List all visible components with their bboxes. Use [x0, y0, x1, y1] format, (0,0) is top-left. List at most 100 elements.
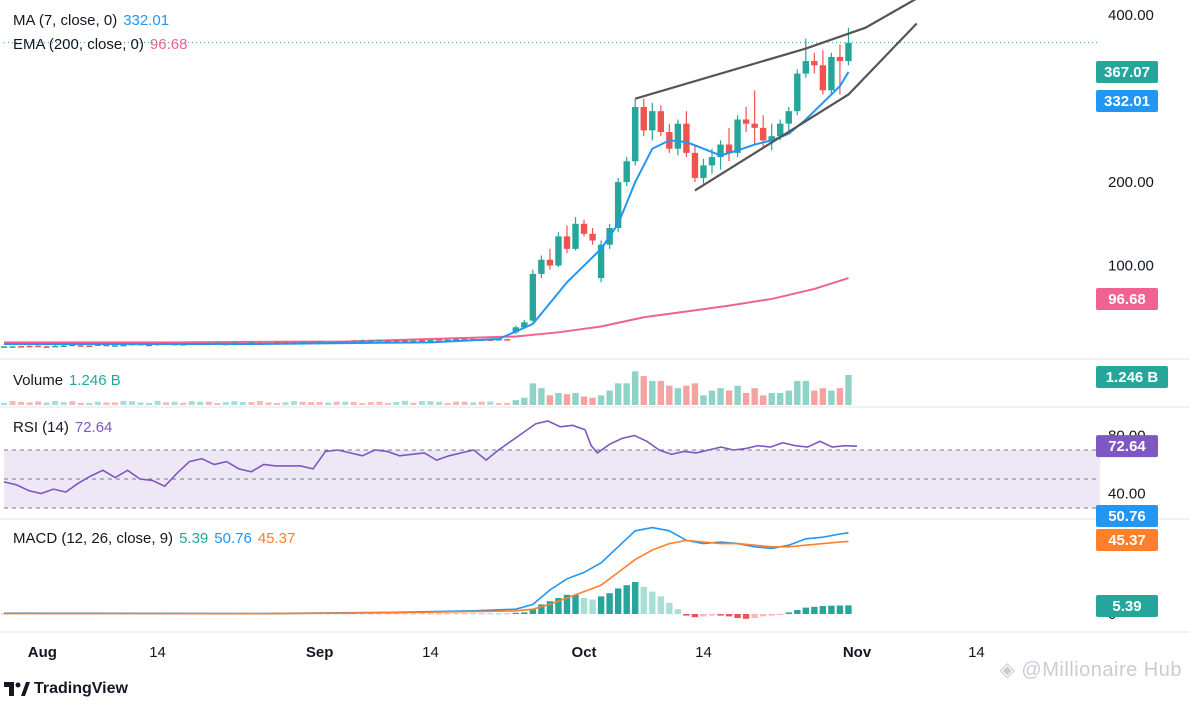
volume-bar [214, 402, 221, 405]
macd-histogram-bar [393, 613, 400, 615]
macd-histogram-bar [828, 605, 835, 614]
volume-bar [111, 402, 118, 405]
volume-bar [60, 402, 67, 405]
macd-histogram-bar [350, 613, 357, 615]
candle [393, 340, 400, 342]
candle [708, 157, 716, 166]
macd-histogram-bar [521, 612, 528, 614]
macd-histogram-bar [683, 614, 690, 616]
macd-badge [1096, 529, 1158, 551]
volume-bar [529, 383, 537, 405]
watermark-text: @Millionaire Hub [1021, 659, 1182, 681]
candle [683, 123, 690, 153]
candle [623, 161, 630, 183]
volume-legend-label: Volume [13, 372, 64, 389]
rsi-legend-label: RSI (14) [13, 419, 69, 436]
volume-bar [197, 401, 204, 405]
candle [342, 341, 349, 343]
macd-histogram-bar [845, 605, 852, 614]
macd-histogram-bar [555, 598, 562, 614]
candle [77, 345, 84, 347]
watermark: ◈ @Millionaire Hub [999, 657, 1182, 682]
macd-histogram-bar [427, 613, 434, 615]
volume-bar [69, 401, 76, 405]
candle [640, 106, 647, 131]
candle [759, 127, 767, 141]
candle [546, 259, 554, 266]
volume-bar [163, 402, 170, 405]
volume-bar [777, 392, 784, 405]
candle [538, 259, 545, 274]
volume-bar [180, 402, 187, 405]
candle [43, 346, 50, 348]
price-axis-tick: 400.00 [1108, 7, 1154, 24]
candle [768, 136, 775, 141]
volume-bar [751, 388, 758, 405]
candle [819, 65, 827, 91]
volume-bar [376, 401, 383, 405]
rsi-line [3, 420, 858, 495]
volume-bar [9, 401, 16, 405]
macd-histogram-bar [606, 593, 613, 614]
price-badge [1096, 288, 1158, 310]
volume-bar [666, 385, 673, 405]
candle [836, 56, 844, 62]
volume-bar [538, 388, 545, 405]
volume-bar [188, 401, 195, 405]
macd-histogram-bar [734, 614, 741, 618]
candle [26, 345, 33, 348]
candle [103, 344, 110, 347]
volume-bar [436, 401, 443, 405]
volume-bar [785, 390, 792, 405]
volume-bar [614, 383, 622, 405]
macd-histogram-bar [546, 601, 554, 614]
price-badge-label: 367.07 [1104, 64, 1150, 81]
macd-legend-hist: 5.39 [179, 530, 209, 547]
volume-bar [802, 380, 810, 405]
macd-histogram-bar [623, 585, 630, 614]
macd-histogram-bar [785, 612, 792, 614]
macd-histogram-bar [453, 613, 460, 615]
macd-histogram-bar [563, 594, 571, 614]
volume-bar [632, 371, 639, 405]
macd-legend-line: 50.76 [214, 530, 252, 547]
ema-legend-label: EMA (200, close, 0) [13, 36, 144, 53]
volume-bar [768, 392, 775, 405]
candle [845, 42, 852, 62]
candle [785, 111, 792, 124]
volume-legend-value: 1.246 B [69, 372, 121, 389]
price-axis-tick: 200.00 [1108, 174, 1154, 191]
candle [384, 340, 391, 343]
volume-bar [794, 380, 801, 405]
macd-histogram-bar [649, 591, 656, 614]
price-badge [1096, 61, 1158, 83]
volume-bar [316, 401, 323, 405]
macd-histogram-bar [538, 604, 545, 614]
candle [742, 119, 750, 124]
macd-histogram-bar [487, 613, 494, 615]
candle [146, 344, 153, 347]
macd-line [3, 526, 849, 615]
volume-bar [43, 402, 50, 405]
macd-histogram-bar [376, 613, 383, 615]
volume-bar [521, 397, 528, 405]
volume-bar [742, 392, 750, 405]
volume-bar [273, 402, 280, 405]
macd-signal-line [3, 539, 849, 615]
macd-histogram-bar [777, 614, 784, 615]
candle [111, 345, 118, 347]
macd-histogram-bar [436, 613, 443, 615]
macd-histogram-bar [657, 596, 665, 614]
candle [802, 61, 810, 74]
time-axis-tick: 14 [968, 644, 985, 661]
time-axis-tick: Nov [843, 644, 872, 661]
volume-bar [359, 403, 366, 405]
volume-bar [384, 402, 391, 405]
candle [734, 119, 741, 153]
ema-legend: EMA (200, close, 0) 96.68 [13, 36, 187, 53]
volume-bar [828, 390, 835, 405]
candle [614, 182, 622, 228]
volume-bar [470, 402, 477, 405]
candle [308, 341, 315, 344]
